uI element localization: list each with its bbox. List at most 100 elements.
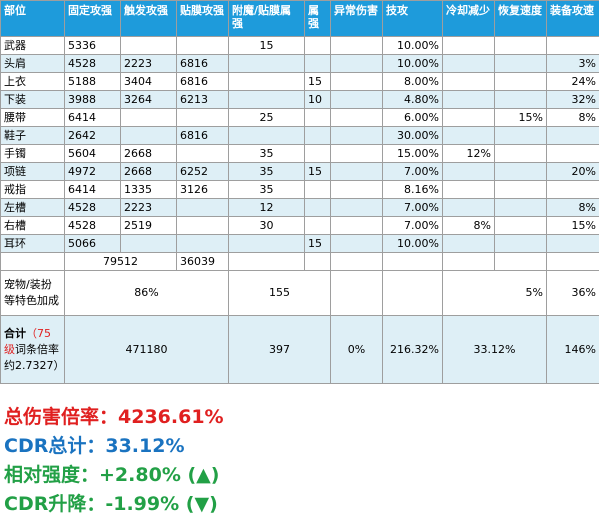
table-cell: 15%: [546, 216, 599, 235]
slot-name-cell: 上衣: [0, 72, 65, 91]
table-cell: [330, 162, 383, 181]
table-cell: [330, 90, 383, 109]
column-header: 贴膜攻强: [176, 0, 229, 37]
table-cell: [304, 144, 331, 163]
table-cell: 2668: [120, 162, 177, 181]
table-cell: 2642: [64, 126, 121, 145]
table-cell: [546, 126, 599, 145]
table-cell: 8%: [442, 216, 495, 235]
total-attack-speed: 146%: [546, 315, 599, 384]
table-cell: [494, 144, 547, 163]
column-header: 装备攻速: [546, 0, 599, 37]
table-cell: [330, 198, 383, 217]
summary-panel: 总伤害倍率：4236.61% CDR总计：33.12% 相对强度：+2.80% (▲…: [0, 403, 599, 519]
table-cell: 7.00%: [382, 162, 443, 181]
column-header: 冷却减少: [442, 0, 495, 37]
table-cell: [494, 252, 547, 271]
table-cell: 6.00%: [382, 108, 443, 127]
table-cell: 3988: [64, 90, 121, 109]
table-cell: 4528: [64, 198, 121, 217]
table-cell: [494, 126, 547, 145]
table-cell: [330, 72, 383, 91]
slot-name-cell: 戒指: [0, 180, 65, 199]
table-row: 项链 4972 2668 6252 35 15 7.00% 20%: [0, 162, 599, 181]
table-cell: 15%: [494, 108, 547, 127]
table-row: 头肩 4528 2223 6816 10.00% 3%: [0, 54, 599, 73]
summary-value: 4236.61%: [118, 406, 224, 428]
relative-strength-line: 相对强度：+2.80% (▲): [0, 461, 599, 490]
table-cell: [494, 90, 547, 109]
header-row: 部位 固定攻强 触发攻强 贴膜攻强 附魔/贴膜属强 属强 异常伤害 技攻 冷却减少 恢复速度 装备攻…: [0, 0, 599, 37]
table-cell: 15: [304, 234, 331, 253]
table-cell: 6816: [176, 54, 229, 73]
column-header: 部位: [0, 0, 65, 37]
table-cell: [494, 162, 547, 181]
table-cell: [442, 90, 495, 109]
fixed-trigger-subtotal: 79512: [64, 252, 177, 271]
table-cell: 15: [228, 36, 305, 55]
table-cell: [330, 54, 383, 73]
table-cell: 2668: [120, 144, 177, 163]
table-cell: 7.00%: [382, 198, 443, 217]
summary-label: CDR总计：: [4, 435, 106, 457]
table-cell: [330, 180, 383, 199]
slot-name-cell: 鞋子: [0, 126, 65, 145]
total-skill-attack: 216.32%: [382, 315, 443, 384]
summary-value: -1.99% (▼): [105, 493, 218, 515]
bonus-cooldown: 5%: [442, 270, 547, 316]
table-cell: [228, 90, 305, 109]
table-cell: [442, 54, 495, 73]
table-cell: [442, 180, 495, 199]
table-cell: 3404: [120, 72, 177, 91]
total-abnormal: 0%: [330, 315, 383, 384]
table-cell: 10: [304, 90, 331, 109]
slot-name-cell: 下装: [0, 90, 65, 109]
column-header: 附魔/贴膜属强: [228, 0, 305, 37]
bonus-elemental: 155: [228, 270, 331, 316]
table-cell: 2223: [120, 54, 177, 73]
table-cell: [176, 144, 229, 163]
table-cell: [228, 126, 305, 145]
table-cell: 15: [304, 72, 331, 91]
table-row: 武器 5336 15 10.00%: [0, 36, 599, 55]
bonus-row: 宠物/装扮等特色加成 86% 155 5% 36%: [0, 270, 599, 316]
table-cell: 15.00%: [382, 144, 443, 163]
table-row: 上衣 5188 3404 6816 15 8.00% 24%: [0, 72, 599, 91]
total-row: 合计（75级词条倍率约2.7327） 471180 397 0% 216.32% 33.1…: [0, 315, 599, 384]
table-cell: [120, 126, 177, 145]
table-cell: [304, 216, 331, 235]
table-cell: [546, 234, 599, 253]
table-cell: 10.00%: [382, 54, 443, 73]
table-cell: [304, 36, 331, 55]
slot-name-cell: 左槽: [0, 198, 65, 217]
table-cell: [304, 126, 331, 145]
table-cell: [494, 54, 547, 73]
table-cell: [228, 54, 305, 73]
table-cell: 1335: [120, 180, 177, 199]
total-elemental: 397: [228, 315, 331, 384]
table-row: 戒指 6414 1335 3126 35 8.16%: [0, 180, 599, 199]
table-cell: 5066: [64, 234, 121, 253]
slot-name-cell: 武器: [0, 36, 65, 55]
table-cell: [494, 216, 547, 235]
total-damage-line: 总伤害倍率：4236.61%: [0, 403, 599, 432]
table-cell: 25: [228, 108, 305, 127]
table-cell: [176, 198, 229, 217]
table-cell: [0, 252, 65, 271]
table-cell: 4.80%: [382, 90, 443, 109]
summary-label: 相对强度：: [4, 464, 100, 486]
table-cell: [228, 72, 305, 91]
bonus-label: 宠物/装扮等特色加成: [0, 270, 65, 316]
column-header: 恢复速度: [494, 0, 547, 37]
table-cell: [546, 252, 599, 271]
table-cell: 6816: [176, 72, 229, 91]
table-cell: [304, 198, 331, 217]
table-cell: 10.00%: [382, 234, 443, 253]
table-cell: 12%: [442, 144, 495, 163]
table-cell: 20%: [546, 162, 599, 181]
table-cell: [228, 234, 305, 253]
table-cell: [176, 234, 229, 253]
slot-name-cell: 头肩: [0, 54, 65, 73]
table-cell: [442, 36, 495, 55]
